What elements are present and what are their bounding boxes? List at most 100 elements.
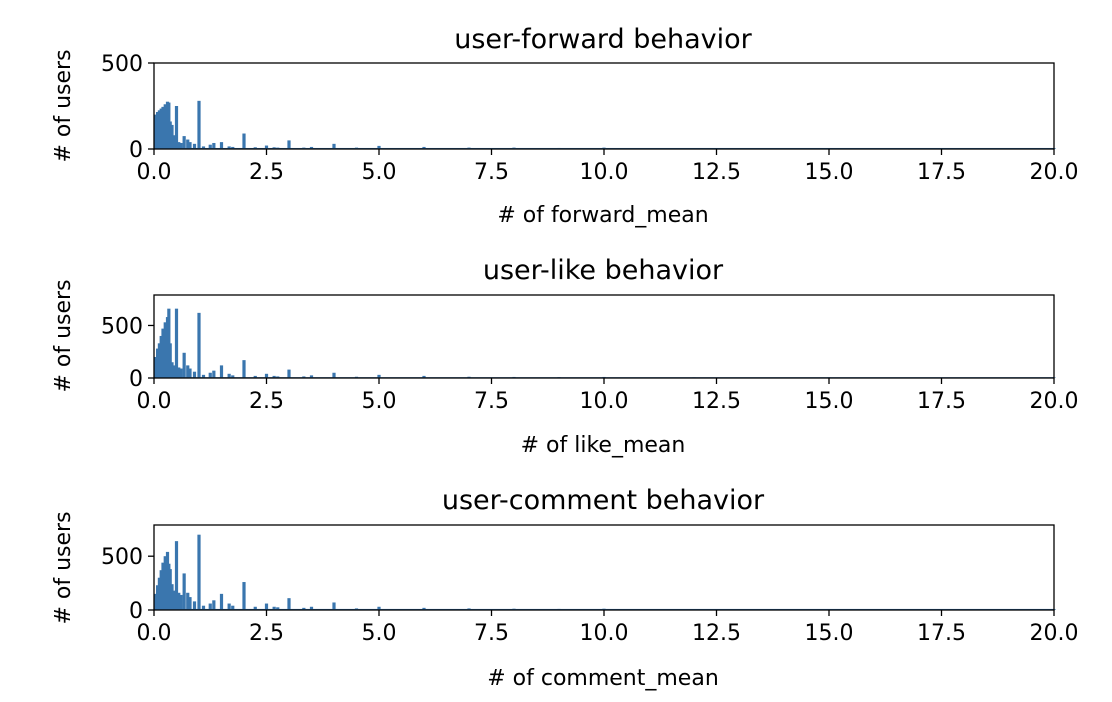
histogram-bar [302, 147, 306, 149]
histogram-bar [332, 143, 336, 149]
histogram-bar [182, 573, 186, 610]
panel-title: user-like behavior [483, 255, 724, 286]
histogram-bar [422, 146, 426, 149]
panel-like: user-like behavior # of users # of like_… [51, 255, 1078, 458]
x-tick-label: 20.0 [1030, 389, 1079, 414]
x-tick-label: 7.5 [474, 160, 509, 185]
histogram-bar [188, 597, 192, 610]
x-tick-label: 0.0 [137, 621, 172, 646]
histogram-bar [192, 143, 197, 149]
x-tick-label: 12.5 [692, 389, 741, 414]
histogram-bar [161, 106, 165, 149]
histogram-bar [186, 592, 190, 610]
histogram-bar [172, 135, 176, 149]
histogram-bar [186, 365, 190, 378]
histogram-bar [302, 607, 306, 610]
histogram-bar [512, 147, 516, 149]
histogram-bar [212, 142, 216, 149]
histogram-bar [197, 100, 201, 149]
histogram-bar [156, 348, 160, 378]
histogram-bar [231, 605, 235, 610]
histogram-bar [602, 147, 606, 149]
axes-frame [153, 62, 1055, 150]
y-tick-label: 0 [129, 599, 143, 624]
x-tick-label: 10.0 [580, 160, 629, 185]
histogram-bar [208, 144, 212, 149]
y-ticks: 0 500 [101, 52, 154, 163]
y-ticks: 0 500 [101, 545, 154, 624]
histogram-bar [309, 146, 314, 149]
histogram-bar [219, 593, 224, 610]
histogram-bar [201, 146, 206, 149]
x-tick-label: 17.5 [917, 621, 966, 646]
histogram-bar [242, 360, 246, 378]
x-tick-label: 12.5 [692, 621, 741, 646]
histogram-bar [154, 356, 158, 378]
histogram-bar [467, 608, 471, 610]
histogram-bar [422, 607, 426, 610]
x-tick-label: 0.0 [137, 160, 172, 185]
histogram-bar [159, 570, 163, 610]
histogram-bar [156, 585, 160, 610]
histogram-bar [467, 147, 471, 149]
histogram-bar [163, 104, 167, 149]
bars [154, 534, 1056, 610]
y-tick-label: 500 [101, 52, 143, 77]
histogram-bar [309, 375, 314, 378]
x-ticks: 0.0 2.5 5.0 7.5 10.0 12.5 15.0 17.5 20.0 [137, 610, 1078, 646]
histogram-bar [197, 312, 201, 378]
histogram-bar [332, 372, 336, 378]
x-axis-label: # of comment_mean [487, 666, 719, 691]
histogram-bar [276, 376, 280, 378]
y-axis-label: # of users [51, 279, 76, 392]
x-tick-label: 2.5 [249, 389, 284, 414]
histogram-bar [272, 606, 276, 610]
histogram-bar [253, 147, 257, 149]
histogram-bar [201, 374, 206, 378]
histogram-bar [188, 142, 192, 149]
panel-forward: user-forward behavior # of users # of fo… [51, 24, 1078, 228]
x-tick-label: 15.0 [805, 160, 854, 185]
histogram-bar [309, 606, 314, 610]
histogram-bar [287, 140, 291, 149]
panel-title: user-comment behavior [442, 485, 765, 516]
histogram-bar [276, 607, 280, 610]
histogram-bar [354, 608, 359, 610]
bars [154, 100, 1056, 149]
histogram-bar [208, 372, 212, 378]
y-axis-label: # of users [51, 511, 76, 624]
histogram-bar [422, 375, 426, 378]
histogram-bar [253, 375, 257, 378]
histogram-bar [170, 362, 174, 378]
histogram-bar [253, 606, 257, 610]
x-axis-label: # of forward_mean [497, 203, 708, 228]
y-tick-label: 0 [129, 138, 143, 163]
histogram-bar [172, 365, 176, 378]
histogram-bar [172, 590, 176, 610]
histogram-bar [302, 376, 306, 378]
axes-frame [153, 524, 1055, 611]
histogram-bar [377, 145, 381, 149]
histogram-bar [159, 335, 163, 378]
histogram-bar [174, 106, 179, 149]
x-tick-label: 5.0 [362, 389, 397, 414]
histogram-bar [154, 593, 158, 610]
y-axis-label: # of users [51, 49, 76, 162]
axes-frame [153, 294, 1055, 379]
x-tick-label: 20.0 [1030, 160, 1079, 185]
histogram-bar [212, 370, 216, 378]
histogram-bar [161, 328, 165, 378]
histogram-bar [192, 371, 197, 378]
histogram-bar [174, 541, 179, 610]
histogram-bar [272, 147, 276, 149]
histogram-bar [332, 602, 336, 610]
bars [154, 308, 1056, 378]
histogram-bar [168, 569, 172, 610]
histogram-bar [177, 142, 181, 149]
histogram-bar [208, 603, 212, 610]
panel-title: user-forward behavior [454, 24, 752, 55]
histogram-bar [227, 373, 231, 378]
histogram-bar [201, 605, 206, 610]
histogram-bar [161, 562, 165, 610]
